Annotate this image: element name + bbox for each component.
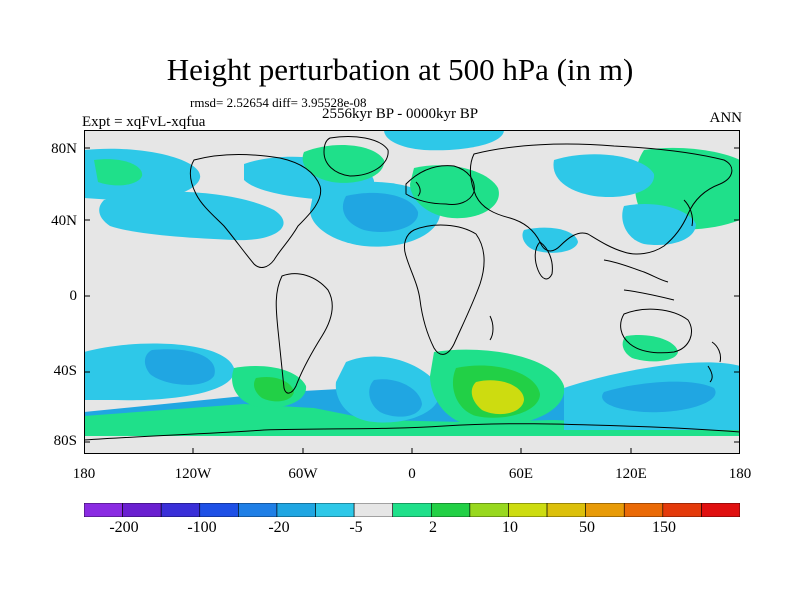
lon-label-120e: 120E — [615, 466, 647, 482]
lon-label-60e: 60E — [508, 466, 534, 482]
coastline-north-america — [189, 154, 322, 268]
colorbar-label: 150 — [652, 519, 676, 536]
colorbar-label: -5 — [349, 519, 363, 536]
coastline-southeast-asia — [603, 259, 675, 301]
lat-label-80n: 80N — [51, 141, 77, 157]
contour-arctic-blue — [384, 130, 504, 151]
colorbar-swatch — [122, 503, 162, 517]
lon-label-0: 0 — [408, 466, 416, 482]
contour-arctic-green-west — [94, 159, 143, 186]
rmsd-diff-stats: rmsd= 2.52654 diff= 3.95528e-08 — [190, 95, 367, 110]
colorbar-swatch — [469, 503, 509, 517]
lat-label-40n: 40N — [51, 213, 77, 229]
lat-label-0: 0 — [69, 288, 78, 304]
colorbar-swatch — [623, 503, 664, 517]
lon-label-60w: 60W — [288, 466, 318, 482]
contour-south-atlantic-core — [369, 379, 422, 417]
time-period-label: 2556kyr BP - 0000kyr BP — [322, 106, 479, 122]
lon-label-120w: 120W — [174, 466, 212, 482]
colorbar — [84, 503, 740, 517]
coastline-british-isles — [415, 181, 421, 197]
colorbar-swatch — [508, 503, 548, 517]
colorbar-swatch — [353, 503, 394, 517]
contour-australia-south — [622, 334, 678, 362]
colorbar-swatch — [238, 503, 278, 517]
contour-north-atlantic-core — [342, 192, 419, 232]
coastline-australia — [620, 308, 692, 354]
colorbar-label: 10 — [502, 519, 518, 536]
contour-fill-layer — [84, 130, 740, 436]
chart-title: Height perturbation at 500 hPa (in m) — [166, 52, 634, 87]
coastline-africa — [403, 224, 485, 355]
contour-south-indian-yellow — [471, 380, 524, 415]
colorbar-swatch — [701, 503, 740, 517]
coastline-asia — [469, 143, 733, 255]
colorbar-label: 2 — [429, 519, 437, 536]
colorbar-label: 50 — [579, 519, 595, 536]
contour-asia-blue — [553, 154, 655, 198]
colorbar-swatch — [662, 503, 702, 517]
colorbar-swatch — [276, 503, 316, 517]
contour-greenland-green — [302, 145, 385, 183]
contour-indian-ocean-blue — [522, 227, 578, 253]
colorbar-swatch — [546, 503, 586, 517]
contour-south-pacific-core — [144, 349, 215, 385]
colorbar-label: -20 — [268, 519, 290, 536]
colorbar-label: -200 — [109, 519, 139, 536]
coastline-madagascar — [489, 315, 494, 341]
coastline-south-america — [275, 273, 333, 394]
colorbar-label: -100 — [187, 519, 217, 536]
coastline-new-zealand — [707, 341, 721, 383]
colorbar-swatch — [315, 503, 355, 517]
contour-north-pacific-blue — [99, 191, 284, 241]
colorbar-swatch — [84, 503, 123, 517]
season-label: ANN — [709, 110, 743, 126]
contour-europe-green — [410, 165, 499, 219]
contour-southeast-core — [602, 381, 716, 413]
lat-label-40s: 40S — [53, 363, 77, 379]
coastline-antarctica — [84, 423, 740, 441]
lat-label-80s: 80S — [53, 433, 77, 449]
coastline-india — [534, 241, 553, 280]
height-perturbation-map — [84, 130, 740, 454]
lon-label-180w: 180 — [72, 466, 96, 482]
colorbar-swatch — [392, 503, 432, 517]
axis-ticks — [84, 147, 740, 454]
colorbar-swatch — [160, 503, 201, 517]
coastline-greenland — [323, 136, 389, 177]
experiment-label: Expt = xqFvL-xqfua — [82, 114, 206, 130]
coastline-japan — [683, 199, 693, 227]
contour-east-asia-blue — [622, 204, 696, 246]
lon-label-180e: 180 — [728, 466, 752, 482]
contour-patagonia-lime — [254, 376, 294, 402]
colorbar-swatch — [199, 503, 239, 517]
colorbar-swatch — [585, 503, 625, 517]
colorbar-swatch — [430, 503, 471, 517]
coastline-layer — [84, 136, 740, 441]
